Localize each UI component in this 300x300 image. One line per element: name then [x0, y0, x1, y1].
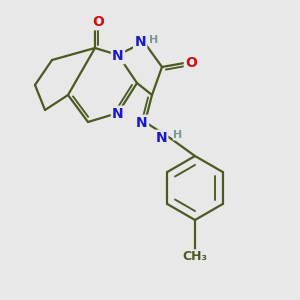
Text: H: H — [149, 35, 159, 45]
Text: H: H — [173, 130, 183, 140]
Text: N: N — [155, 131, 167, 145]
Text: N: N — [134, 35, 146, 49]
Text: O: O — [185, 56, 197, 70]
Text: O: O — [92, 15, 104, 29]
Text: N: N — [112, 49, 124, 63]
Text: N: N — [136, 116, 148, 130]
Text: CH₃: CH₃ — [182, 250, 208, 263]
Text: N: N — [112, 107, 124, 121]
